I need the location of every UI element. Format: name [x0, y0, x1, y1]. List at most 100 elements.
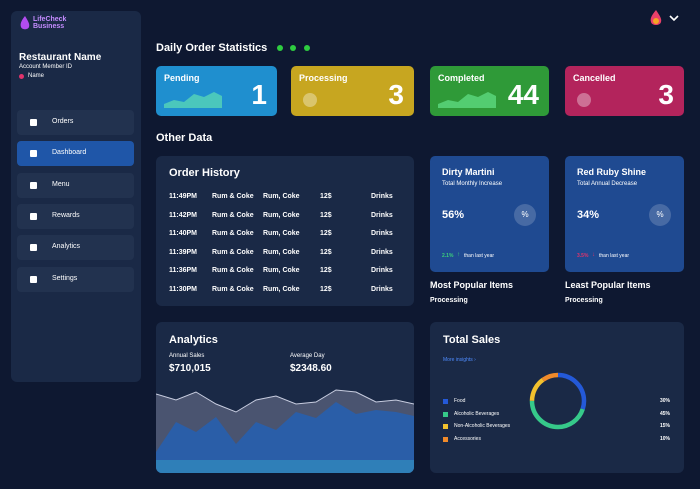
- highlight-title: Dirty Martini: [442, 167, 495, 177]
- nav-label: Menu: [52, 180, 70, 188]
- legend-swatch: [443, 436, 448, 442]
- highlight-value: 34%: [577, 209, 600, 221]
- stat-label: Completed: [438, 73, 485, 83]
- highlight-value: 56%: [442, 209, 465, 221]
- highlight-arrow: ↓: [592, 252, 595, 258]
- order-cell: 11:40PM: [169, 230, 198, 238]
- legend-swatch: [443, 399, 448, 404]
- card-decoration: [577, 93, 591, 107]
- stat-card: Processing 3: [291, 66, 414, 116]
- order-cell: Drinks: [371, 248, 393, 256]
- order-cell: 12$: [320, 211, 332, 219]
- legend-label: Non-Alcoholic Beverages: [454, 423, 511, 430]
- stat-label: Pending: [164, 73, 200, 83]
- analytics-stat-label: Annual Sales: [169, 353, 205, 359]
- highlight-arrow: ↑: [457, 252, 460, 258]
- legend-value: 30%: [660, 398, 671, 404]
- nav-item[interactable]: Orders: [17, 110, 134, 135]
- stat-count: 3: [658, 79, 674, 110]
- analytics-panel: [156, 322, 414, 473]
- highlight-note: than last year: [464, 253, 495, 259]
- card-decoration: [438, 92, 496, 108]
- account-menu[interactable]: [648, 8, 682, 28]
- nav-label: Dashboard: [52, 149, 87, 157]
- order-cell: Rum & Coke: [212, 286, 254, 293]
- card-icon: [303, 93, 317, 107]
- legend-label: Alcoholic Beverages: [454, 410, 500, 417]
- order-cell: Drinks: [371, 267, 393, 275]
- stat-card: Cancelled 3: [565, 66, 684, 116]
- logo-icon: [20, 16, 30, 30]
- legend-swatch: [443, 411, 448, 417]
- order-cell: Rum & Coke: [212, 193, 254, 200]
- user-name: Name: [28, 73, 45, 79]
- card-decoration: [303, 93, 317, 107]
- legend-value: 45%: [660, 410, 671, 417]
- legend-value: 15%: [660, 423, 671, 430]
- order-cell: 12$: [320, 286, 332, 293]
- nav-item[interactable]: Rewards: [17, 203, 134, 229]
- status-dot: [19, 74, 24, 79]
- order-cell: Rum, Coke: [263, 230, 300, 238]
- nav-item[interactable]: Dashboard: [17, 141, 134, 167]
- nav-item[interactable]: Menu: [17, 172, 134, 198]
- status-dots: [277, 45, 310, 51]
- nav-icon: [30, 150, 37, 158]
- legend-swatch: [443, 424, 448, 430]
- card-decoration: [164, 92, 222, 108]
- highlight-change: 2.1%: [442, 253, 454, 259]
- restaurant-name: Restaurant Name: [19, 52, 102, 63]
- nav-icon: [30, 119, 37, 126]
- more-insights-link[interactable]: More insights ›: [443, 357, 476, 363]
- sparkline: [438, 92, 496, 108]
- nav-label: Settings: [52, 274, 78, 282]
- order-cell: Rum, Coke: [263, 211, 300, 219]
- order-cell: Rum, Coke: [263, 193, 300, 200]
- order-cell: Drinks: [371, 230, 393, 238]
- sales-donut: [529, 372, 587, 430]
- order-cell: 11:42PM: [169, 211, 198, 219]
- brand-line: Business: [33, 23, 65, 30]
- order-cell: 12$: [320, 248, 332, 256]
- legend-label: Accessories: [454, 435, 481, 442]
- member-id: Account Member ID: [19, 64, 73, 70]
- order-cell: Rum & Coke: [212, 248, 254, 256]
- highlight-title: Red Ruby Shine: [577, 167, 647, 177]
- order-cell: Rum, Coke: [263, 248, 300, 256]
- nav-label: Rewards: [52, 211, 80, 219]
- order-cell: Rum & Coke: [212, 267, 254, 275]
- nav-label: Orders: [52, 118, 74, 125]
- highlight-status: Processing: [430, 297, 468, 304]
- highlight-subtitle: Total Monthly Increase: [442, 181, 503, 187]
- donut-segment: [529, 372, 587, 430]
- order-cell: Drinks: [371, 211, 393, 219]
- card-icon: [577, 93, 591, 107]
- highlight-note: than last year: [599, 253, 630, 259]
- highlight-card: Red Ruby Shine Total Annual Decrease 34%% 3…: [565, 156, 684, 272]
- analytics-stat-value: $710,015: [169, 363, 211, 374]
- order-cell: Rum & Coke: [212, 230, 254, 238]
- stat-count: 3: [388, 79, 404, 110]
- legend-value: 10%: [660, 435, 671, 442]
- panel-title: Order History: [169, 167, 240, 179]
- order-cell: Drinks: [371, 193, 393, 200]
- highlight-section: Least Popular Items: [565, 280, 651, 290]
- stat-card: Completed 44: [430, 66, 549, 116]
- order-history-panel: [156, 156, 414, 306]
- brand: LifeCheck Business: [33, 16, 66, 30]
- nav-item[interactable]: Analytics: [17, 235, 134, 261]
- order-cell: 11:39PM: [169, 248, 198, 256]
- order-cell: Rum, Coke: [263, 267, 300, 275]
- order-cell: 11:36PM: [169, 267, 198, 275]
- section-title: Other Data: [156, 132, 213, 144]
- highlight-card: Dirty Martini Total Monthly Increase 56%% 2…: [430, 156, 549, 272]
- order-cell: 12$: [320, 193, 332, 200]
- order-cell: 12$: [320, 230, 332, 238]
- highlight-icon: %: [649, 204, 671, 226]
- stat-card: Pending 1: [156, 66, 277, 116]
- highlight-icon: %: [514, 204, 536, 226]
- nav-item[interactable]: Settings: [17, 266, 134, 292]
- highlight-status: Processing: [565, 297, 603, 304]
